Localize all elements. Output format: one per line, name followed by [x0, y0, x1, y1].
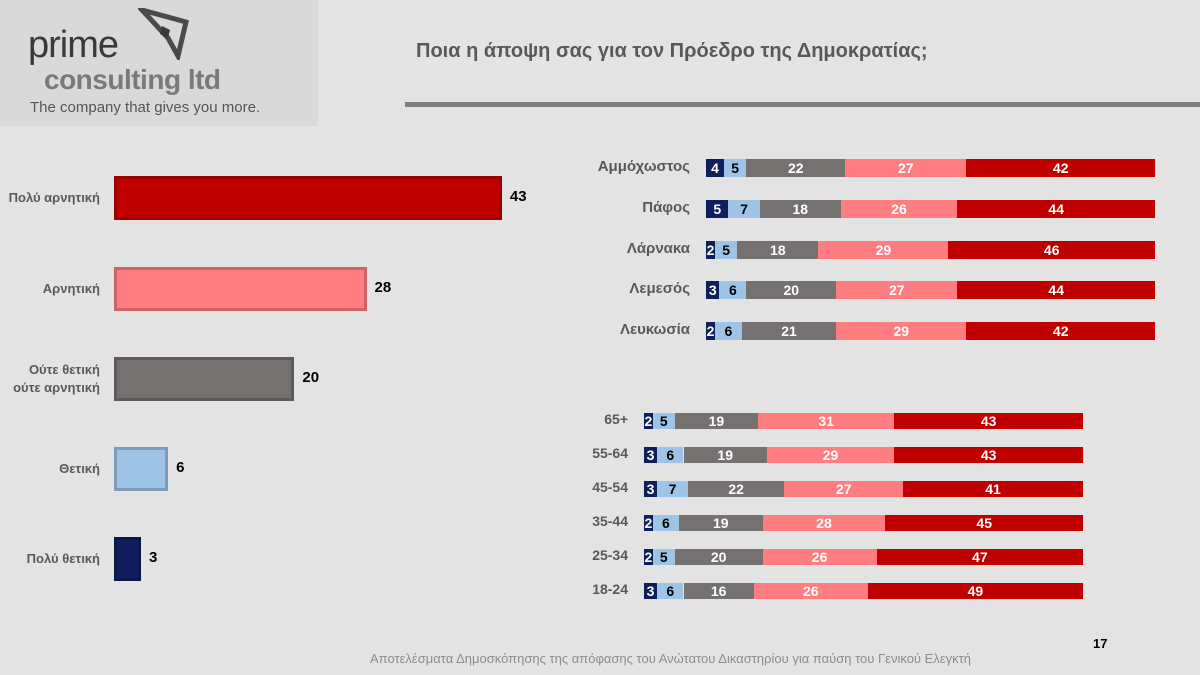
data-label: 28 [374, 279, 392, 296]
category-label: Ούτε θετική ούτε αρνητική [13, 362, 100, 395]
logo-tagline: The company that gives you more. [30, 99, 261, 116]
bar-segment: 29 [818, 241, 949, 259]
bar-segment: 18 [737, 241, 819, 259]
data-label: 20 [302, 369, 320, 386]
bar-segment: 26 [762, 549, 877, 565]
bar-segment: 19 [679, 515, 763, 531]
data-label: 6 [176, 459, 185, 476]
bar-segment: 3 [644, 481, 658, 497]
category-label: 18-24 [592, 581, 628, 597]
bar-segment: 5 [652, 413, 675, 429]
category-label: 25-34 [592, 547, 628, 563]
bar-segment: 2 [706, 322, 715, 340]
bar-segment: 22 [746, 159, 846, 177]
bar-segment: 20 [746, 281, 837, 299]
bar-segment: 2 [706, 241, 715, 259]
star-logo-icon [138, 8, 189, 60]
bar-segment: 21 [741, 322, 837, 340]
bar-segment: 2 [644, 413, 653, 429]
category-label: 45-54 [592, 479, 628, 495]
category-label: Πολύ αρνητική [8, 190, 100, 205]
category-label: 35-44 [592, 513, 628, 529]
category-label: Λεμεσός [629, 280, 690, 297]
category-label: 55-64 [592, 445, 628, 461]
bar-segment: 4 [706, 159, 724, 177]
bar-segment: 5 [723, 159, 747, 177]
data-label: 3 [149, 549, 158, 566]
bar-segment: 27 [836, 281, 958, 299]
bar-segment: 46 [948, 241, 1155, 259]
bar-segment: 44 [957, 200, 1155, 218]
bar-segment: 2 [644, 549, 653, 565]
page-number: 17 [1093, 636, 1108, 651]
category-label: 65+ [604, 411, 628, 427]
category-label: Αμμόχωστος [597, 158, 690, 175]
logo-text-consulting: consulting ltd [44, 64, 221, 95]
bar-segment: 29 [836, 322, 967, 340]
page-title: Ποια η άποψη σας για τον Πρόεδρο της Δημ… [416, 40, 928, 62]
bar-segment: 29 [766, 447, 895, 463]
category-label: Πάφος [642, 199, 690, 216]
category-label: Αρνητική [42, 281, 100, 296]
bar-segment: 5 [706, 200, 729, 218]
category-label: Πολύ θετική [26, 551, 100, 566]
bar-segment: 3 [706, 281, 720, 299]
bar-segment: 42 [966, 159, 1155, 177]
bar-segment: 2 [644, 515, 653, 531]
bar [114, 447, 169, 491]
bar-segment: 7 [657, 481, 688, 497]
title-divider [405, 102, 1200, 107]
bar-segment: 27 [784, 481, 903, 497]
bar-segment: 3 [644, 447, 658, 463]
bar-segment: 31 [758, 413, 895, 429]
category-label: Λάρνακα [626, 240, 690, 257]
data-label: 43 [509, 188, 527, 205]
bar [114, 357, 295, 401]
bar-segment: 47 [876, 549, 1083, 565]
bar-segment: 5 [714, 241, 738, 259]
bar-segment: 7 [728, 200, 760, 218]
category-label: Θετική [59, 461, 100, 476]
bar-segment: 27 [845, 159, 967, 177]
bar-segment: 5 [652, 549, 675, 565]
bar-segment: 45 [885, 515, 1083, 531]
bar [114, 267, 367, 311]
bar-segment: 19 [683, 447, 767, 463]
bar-segment: 42 [966, 322, 1155, 340]
bar-segment: 49 [867, 583, 1083, 599]
bar-segment: 18 [759, 200, 841, 218]
bar-segment: 6 [657, 583, 684, 599]
logo-text-prime: prime [28, 24, 119, 66]
bar-segment: 16 [683, 583, 754, 599]
bar-segment: 6 [657, 447, 684, 463]
bar-segment: 22 [687, 481, 785, 497]
bar-segment: 41 [903, 481, 1083, 497]
bar-segment: 43 [894, 447, 1083, 463]
bar-segment: 6 [719, 281, 747, 299]
bar [114, 176, 502, 220]
bar-segment: 3 [644, 583, 658, 599]
footer-text: Αποτελέσματα Δημοσκόπησης της απόφασης τ… [370, 651, 971, 666]
bar-segment: 19 [674, 413, 759, 429]
category-label: Λευκωσία [619, 321, 690, 338]
bar-segment: 6 [714, 322, 742, 340]
bar-segment: 26 [840, 200, 958, 218]
bar-segment: 43 [894, 413, 1083, 429]
bar-segment: 44 [957, 281, 1155, 299]
bar [114, 537, 142, 581]
company-logo: prime consulting ltd The company that gi… [0, 0, 318, 126]
bar-segment: 6 [652, 515, 680, 531]
bar-segment: 28 [762, 515, 886, 531]
bar-segment: 20 [674, 549, 763, 565]
bar-segment: 26 [753, 583, 868, 599]
